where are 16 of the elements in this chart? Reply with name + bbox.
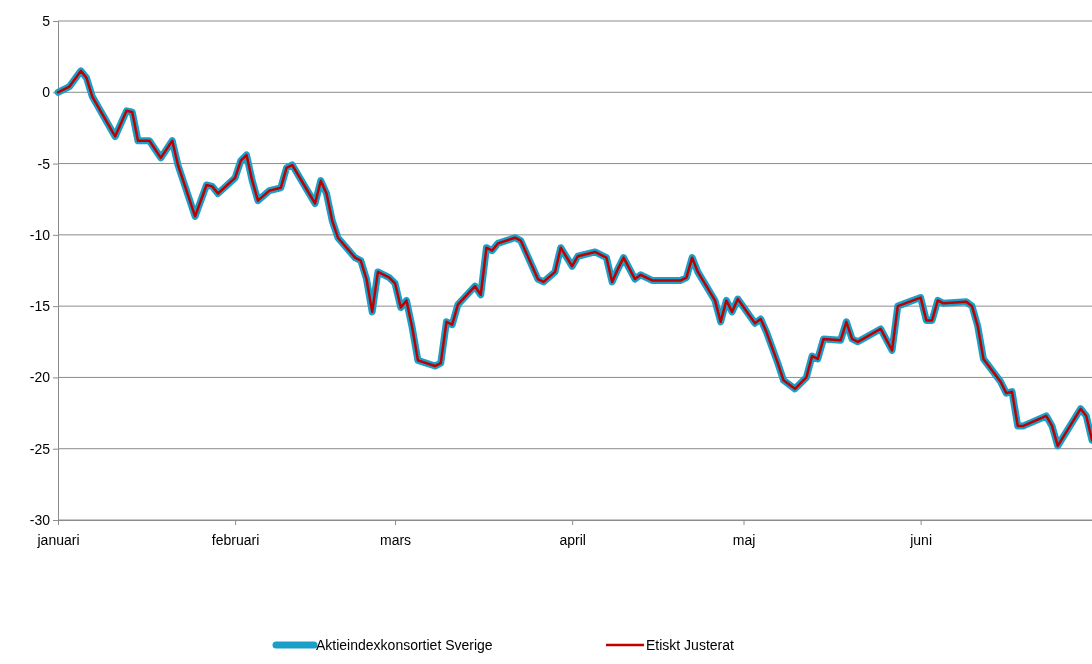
x-tick-label: juni	[909, 531, 933, 548]
legend-label: Aktieindexkonsortiet Sverige	[316, 637, 493, 653]
y-tick-label: -30	[29, 511, 51, 528]
y-tick-label: 5	[42, 12, 51, 29]
x-tick-label: januari	[36, 531, 80, 548]
y-tick-label: -25	[29, 440, 51, 457]
x-tick-label: maj	[732, 531, 756, 548]
x-tick-label: februari	[211, 531, 260, 548]
y-tick-label: -20	[29, 369, 51, 386]
legend-label: Etiskt Justerat	[646, 637, 735, 653]
x-tick-label: april	[559, 531, 586, 548]
x-tick-label: mars	[379, 531, 412, 548]
y-tick-label: 0	[42, 84, 51, 101]
y-tick-label: -10	[29, 226, 51, 243]
y-tick-label: -15	[29, 298, 51, 315]
y-tick-label: -5	[37, 155, 51, 172]
